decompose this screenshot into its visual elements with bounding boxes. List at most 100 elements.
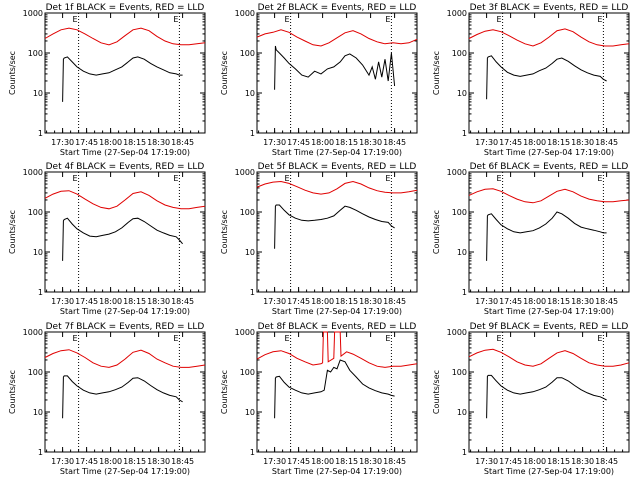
events-series-line — [62, 375, 183, 419]
events-series-line — [274, 359, 395, 419]
y-tick-label: 10 — [245, 89, 255, 98]
panel-title: Det 9f BLACK = Events, RED = LLD — [470, 322, 629, 332]
y-axis-label: Counts/sec — [432, 370, 441, 414]
x-tick-label: 18:45 — [595, 138, 618, 147]
lld-series-line — [256, 29, 418, 47]
x-tick-label: 17:45 — [75, 457, 98, 466]
marker-label: E — [597, 174, 602, 183]
y-tick-label: 1 — [462, 288, 467, 297]
panel-title: Det 6f BLACK = Events, RED = LLD — [470, 162, 629, 172]
x-tick-label: 18:30 — [147, 457, 170, 466]
y-tick-label: 1000 — [235, 9, 255, 18]
panel-title: Det 4f BLACK = Events, RED = LLD — [46, 162, 205, 172]
x-axis-label: Start Time (27-Sep-04 17:19:00) — [60, 307, 190, 316]
x-tick-label: 18:00 — [523, 457, 546, 466]
x-tick-label: 18:00 — [99, 457, 122, 466]
x-tick-label: 17:30 — [51, 138, 74, 147]
x-tick-label: 17:30 — [263, 457, 286, 466]
lld-series-line — [44, 27, 206, 46]
panel-5: Det 5f BLACK = Events, RED = LLD 1 10 100 10… — [220, 162, 418, 316]
x-axis-label: Start Time (27-Sep-04 17:19:00) — [484, 307, 614, 316]
x-tick-label: 18:15 — [335, 138, 358, 147]
x-tick-label: 17:45 — [75, 138, 98, 147]
y-tick-label: 1 — [250, 288, 255, 297]
panel-8: Det 8f BLACK = Events, RED = LLD 1 10 100 10… — [220, 322, 418, 476]
y-tick-label: 100 — [28, 208, 43, 217]
lld-series-line — [468, 348, 630, 367]
y-axis-label: Counts/sec — [8, 51, 17, 95]
y-axis-label: Counts/sec — [8, 210, 17, 254]
events-series-line — [62, 217, 183, 261]
y-tick-label: 1000 — [235, 168, 255, 177]
events-series-line — [274, 204, 395, 249]
y-tick-label: 10 — [245, 248, 255, 257]
x-tick-label: 18:45 — [171, 457, 194, 466]
y-tick-label: 1000 — [235, 328, 255, 337]
x-tick-label: 18:15 — [123, 297, 146, 306]
y-tick-label: 1 — [250, 129, 255, 138]
x-tick-label: 18:15 — [547, 297, 570, 306]
x-tick-label: 18:15 — [123, 138, 146, 147]
y-tick-label: 1000 — [447, 328, 467, 337]
x-tick-label: 18:15 — [547, 457, 570, 466]
x-tick-label: 18:15 — [123, 457, 146, 466]
y-axis-label: Counts/sec — [432, 210, 441, 254]
plot-frame — [44, 171, 206, 293]
y-axis-label: Counts/sec — [8, 370, 17, 414]
y-tick-label: 100 — [240, 208, 255, 217]
y-tick-label: 10 — [245, 408, 255, 417]
marker-label: E — [497, 334, 502, 343]
x-tick-label: 18:30 — [147, 138, 170, 147]
x-tick-label: 18:45 — [171, 138, 194, 147]
marker-label: E — [285, 15, 290, 24]
events-series-line — [486, 374, 607, 419]
y-tick-label: 10 — [33, 248, 43, 257]
y-tick-label: 100 — [452, 368, 467, 377]
panel-title: Det 7f BLACK = Events, RED = LLD — [46, 322, 205, 332]
y-tick-label: 10 — [457, 248, 467, 257]
lld-series-line — [44, 190, 206, 210]
panel-6: Det 6f BLACK = Events, RED = LLD 1 10 100 10… — [432, 162, 630, 316]
panel-title: Det 2f BLACK = Events, RED = LLD — [258, 3, 417, 13]
x-tick-label: 17:45 — [499, 457, 522, 466]
x-tick-label: 18:00 — [99, 138, 122, 147]
plot-frame — [468, 331, 630, 453]
marker-label: E — [173, 174, 178, 183]
plot-frame — [256, 12, 418, 134]
y-tick-label: 100 — [240, 49, 255, 58]
x-tick-label: 17:45 — [75, 297, 98, 306]
panel-7: Det 7f BLACK = Events, RED = LLD 1 10 100 10… — [8, 322, 206, 476]
panel-3: Det 3f BLACK = Events, RED = LLD 1 10 100 10… — [432, 3, 630, 157]
panel-4: Det 4f BLACK = Events, RED = LLD 1 10 100 10… — [8, 162, 206, 316]
plot-frame — [44, 12, 206, 134]
panel-2: Det 2f BLACK = Events, RED = LLD 1 10 100 10… — [220, 3, 418, 157]
y-tick-label: 10 — [33, 89, 43, 98]
x-tick-label: 17:30 — [263, 138, 286, 147]
y-axis-label: Counts/sec — [220, 51, 229, 95]
x-tick-label: 17:30 — [51, 297, 74, 306]
plot-frame — [256, 171, 418, 293]
y-tick-label: 10 — [457, 89, 467, 98]
y-tick-label: 1 — [38, 129, 43, 138]
x-tick-label: 17:45 — [287, 138, 310, 147]
y-tick-label: 100 — [452, 49, 467, 58]
lld-series-line — [256, 331, 418, 368]
x-tick-label: 18:30 — [147, 297, 170, 306]
marker-label: E — [597, 15, 602, 24]
y-tick-label: 10 — [33, 408, 43, 417]
y-tick-label: 10 — [457, 408, 467, 417]
y-tick-label: 1000 — [23, 168, 43, 177]
events-series-line — [486, 55, 607, 100]
x-tick-label: 18:45 — [171, 297, 194, 306]
marker-label: E — [285, 174, 290, 183]
x-tick-label: 18:30 — [359, 457, 382, 466]
lld-series-line — [256, 180, 418, 195]
y-tick-label: 1000 — [447, 9, 467, 18]
x-tick-label: 17:30 — [475, 297, 498, 306]
panel-title: Det 1f BLACK = Events, RED = LLD — [46, 3, 205, 13]
plot-frame — [44, 331, 206, 453]
x-tick-label: 18:45 — [595, 457, 618, 466]
y-tick-label: 1 — [38, 448, 43, 457]
x-tick-label: 18:30 — [571, 457, 594, 466]
y-tick-label: 100 — [452, 208, 467, 217]
